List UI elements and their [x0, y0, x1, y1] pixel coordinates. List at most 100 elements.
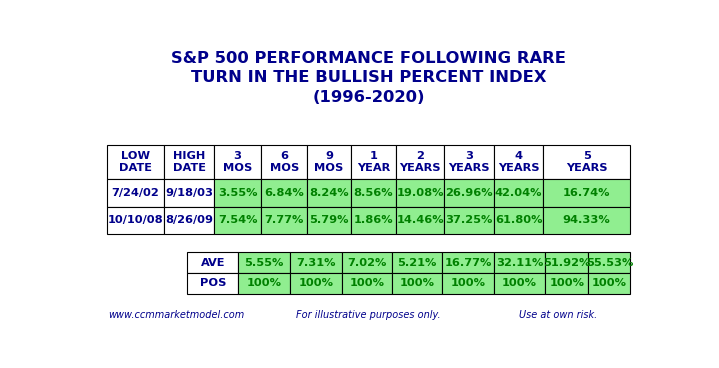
Text: 55.53%: 55.53%: [586, 258, 633, 268]
Bar: [494, 206, 543, 234]
Bar: [188, 273, 238, 294]
Bar: [261, 145, 307, 179]
Text: 100%: 100%: [349, 278, 384, 288]
Text: 19.08%: 19.08%: [397, 188, 444, 198]
Text: S&P 500 PERFORMANCE FOLLOWING RARE
TURN IN THE BULLISH PERCENT INDEX
(1996-2020): S&P 500 PERFORMANCE FOLLOWING RARE TURN …: [171, 51, 566, 105]
Text: 16.74%: 16.74%: [563, 188, 610, 198]
Bar: [351, 179, 396, 206]
Text: 26.96%: 26.96%: [446, 188, 493, 198]
Bar: [494, 273, 545, 294]
Text: 10/10/08: 10/10/08: [108, 215, 163, 225]
Text: 3
MOS: 3 MOS: [223, 151, 252, 173]
Bar: [106, 145, 164, 179]
Bar: [307, 206, 351, 234]
Text: 5.79%: 5.79%: [309, 215, 349, 225]
Text: 8.56%: 8.56%: [354, 188, 393, 198]
Text: Use at own risk.: Use at own risk.: [519, 310, 597, 320]
Text: 7.02%: 7.02%: [347, 258, 387, 268]
Text: 7/24/02: 7/24/02: [111, 188, 160, 198]
Text: 32.11%: 32.11%: [496, 258, 544, 268]
Bar: [351, 206, 396, 234]
Text: HIGH
DATE: HIGH DATE: [173, 151, 206, 173]
Text: 37.25%: 37.25%: [446, 215, 493, 225]
Bar: [164, 179, 214, 206]
Text: 5
YEARS: 5 YEARS: [566, 151, 608, 173]
Text: 51.92%: 51.92%: [543, 258, 590, 268]
Text: 4
YEARS: 4 YEARS: [498, 151, 539, 173]
Text: 100%: 100%: [298, 278, 334, 288]
Bar: [442, 273, 494, 294]
Bar: [214, 179, 261, 206]
Bar: [342, 273, 392, 294]
Bar: [396, 145, 444, 179]
Text: 3.55%: 3.55%: [218, 188, 257, 198]
Text: www.ccmmarketmodel.com: www.ccmmarketmodel.com: [108, 310, 244, 320]
Text: 7.31%: 7.31%: [296, 258, 336, 268]
Bar: [290, 252, 342, 273]
Text: 14.46%: 14.46%: [397, 215, 444, 225]
Text: 100%: 100%: [247, 278, 282, 288]
Bar: [396, 179, 444, 206]
Text: 61.80%: 61.80%: [495, 215, 542, 225]
Bar: [214, 206, 261, 234]
Text: 6
MOS: 6 MOS: [270, 151, 299, 173]
Bar: [342, 252, 392, 273]
Bar: [351, 145, 396, 179]
Text: 100%: 100%: [592, 278, 627, 288]
Text: 9/18/03: 9/18/03: [165, 188, 213, 198]
Bar: [164, 206, 214, 234]
Text: For illustrative purposes only.: For illustrative purposes only.: [296, 310, 441, 320]
Text: 1.86%: 1.86%: [354, 215, 393, 225]
Bar: [588, 252, 631, 273]
Text: 100%: 100%: [451, 278, 485, 288]
Bar: [188, 252, 238, 273]
Text: 7.77%: 7.77%: [265, 215, 304, 225]
Bar: [290, 273, 342, 294]
Bar: [442, 252, 494, 273]
Text: 94.33%: 94.33%: [563, 215, 610, 225]
Bar: [545, 252, 588, 273]
Bar: [106, 179, 164, 206]
Bar: [494, 252, 545, 273]
Bar: [588, 273, 631, 294]
Text: 1
YEAR: 1 YEAR: [357, 151, 390, 173]
Text: 16.77%: 16.77%: [444, 258, 492, 268]
Bar: [261, 206, 307, 234]
Bar: [106, 206, 164, 234]
Text: POS: POS: [200, 278, 226, 288]
Text: 100%: 100%: [549, 278, 585, 288]
Text: 3
YEARS: 3 YEARS: [449, 151, 490, 173]
Text: 5.21%: 5.21%: [398, 258, 436, 268]
Bar: [396, 206, 444, 234]
Text: 2
YEARS: 2 YEARS: [400, 151, 441, 173]
Bar: [444, 206, 494, 234]
Bar: [543, 206, 631, 234]
Text: 8/26/09: 8/26/09: [165, 215, 213, 225]
Text: 7.54%: 7.54%: [218, 215, 257, 225]
Bar: [543, 145, 631, 179]
Bar: [214, 145, 261, 179]
Bar: [307, 179, 351, 206]
Bar: [392, 273, 442, 294]
Text: 100%: 100%: [502, 278, 537, 288]
Bar: [494, 179, 543, 206]
Bar: [545, 273, 588, 294]
Text: 5.55%: 5.55%: [244, 258, 284, 268]
Bar: [238, 252, 290, 273]
Bar: [543, 179, 631, 206]
Bar: [238, 273, 290, 294]
Text: 42.04%: 42.04%: [495, 188, 542, 198]
Bar: [392, 252, 442, 273]
Bar: [444, 145, 494, 179]
Bar: [261, 179, 307, 206]
Text: 100%: 100%: [400, 278, 434, 288]
Text: 8.24%: 8.24%: [309, 188, 349, 198]
Text: AVE: AVE: [201, 258, 225, 268]
Text: LOW
DATE: LOW DATE: [119, 151, 152, 173]
Text: 6.84%: 6.84%: [265, 188, 304, 198]
Bar: [164, 145, 214, 179]
Bar: [444, 179, 494, 206]
Text: 9
MOS: 9 MOS: [314, 151, 344, 173]
Bar: [494, 145, 543, 179]
Bar: [307, 145, 351, 179]
